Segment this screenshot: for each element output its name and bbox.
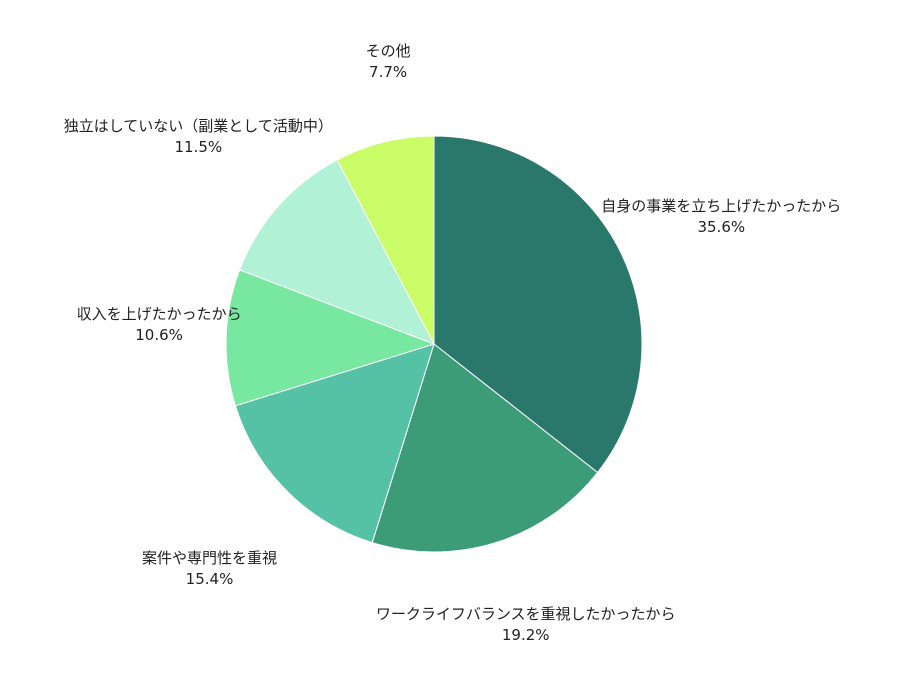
slice-label-text: 独立はしていない（副業として活動中）	[63, 116, 333, 135]
slice-label-text: 案件や専門性を重視	[141, 548, 278, 567]
pie-slice-income	[225, 269, 436, 407]
slice-label-text: 自身の事業を立ち上げたかったから	[601, 196, 842, 215]
slice-label-income: 収入を上げたかったから 10.6%	[77, 304, 242, 346]
pie-slice-own-business	[433, 135, 643, 474]
slice-value-text: 11.5%	[174, 137, 223, 156]
slice-value-text: 15.4%	[185, 569, 234, 588]
slice-value-text: 19.2%	[501, 625, 550, 644]
slice-label-work-life-balance: ワークライフバランスを重視したかったから 19.2%	[376, 604, 676, 646]
slice-label-own-business: 自身の事業を立ち上げたかったから 35.6%	[601, 196, 841, 238]
slice-label-other: その他 7.7%	[366, 41, 411, 83]
slice-value-text: 10.6%	[135, 326, 183, 345]
slice-label-side-job: 独立はしていない（副業として活動中） 11.5%	[64, 116, 333, 158]
pie-slice-side-job	[239, 159, 436, 345]
slice-label-text: 収入を上げたかったから	[76, 305, 242, 324]
slice-label-project-expertise: 案件や専門性を重視 15.4%	[142, 548, 277, 590]
pie-slice-work-life-balance	[371, 343, 599, 553]
pie-slice-other	[336, 135, 435, 345]
pie-slice-project-expertise	[234, 343, 435, 544]
slice-value-text: 35.6%	[697, 217, 746, 236]
slice-label-text: ワークライフバランスを重視したかったから	[375, 604, 676, 623]
slice-label-text: その他	[365, 42, 411, 60]
slice-value-text: 7.7%	[369, 63, 408, 81]
